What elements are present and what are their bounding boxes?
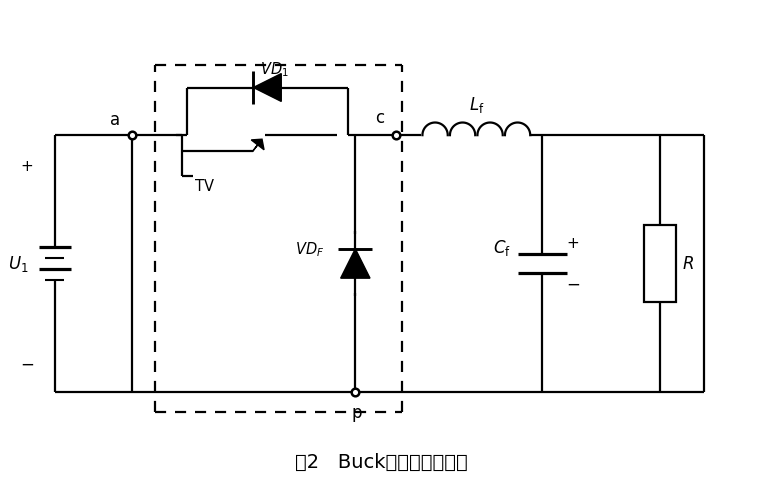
- Text: −: −: [20, 355, 34, 373]
- Text: $VD_1$: $VD_1$: [261, 60, 289, 78]
- Text: −: −: [566, 275, 580, 293]
- Text: p: p: [351, 404, 362, 422]
- Text: $L_{\rm f}$: $L_{\rm f}$: [469, 95, 484, 115]
- Text: +: +: [21, 159, 34, 174]
- Text: $R$: $R$: [681, 255, 693, 273]
- Polygon shape: [341, 249, 370, 279]
- Text: +: +: [567, 236, 580, 251]
- FancyArrow shape: [251, 140, 264, 152]
- Bar: [644, 226, 676, 302]
- Text: $VD_F$: $VD_F$: [295, 240, 325, 258]
- Text: TV: TV: [195, 178, 213, 193]
- Text: c: c: [375, 108, 384, 127]
- Text: a: a: [110, 111, 120, 129]
- Text: 图2   Buck变换器电路拓扑: 图2 Buck变换器电路拓扑: [295, 452, 467, 471]
- Text: $C_{\rm f}$: $C_{\rm f}$: [493, 238, 511, 258]
- Polygon shape: [254, 75, 281, 102]
- Text: $U_1$: $U_1$: [8, 254, 28, 274]
